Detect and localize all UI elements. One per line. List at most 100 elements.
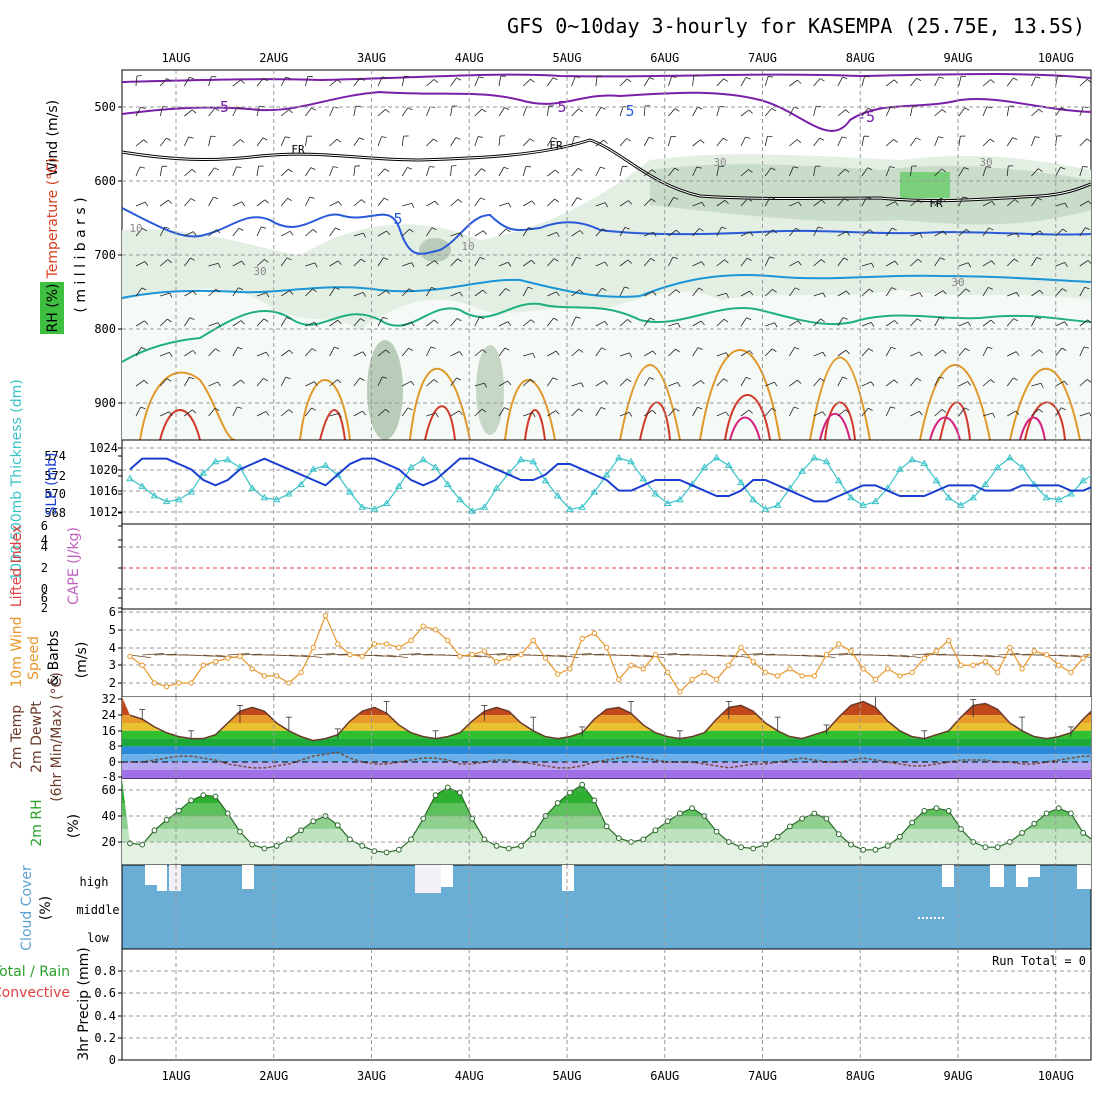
wind-barb [861,229,870,237]
rh2m-point [188,797,195,804]
wind-barb [498,261,509,267]
wind-barb-flag [314,322,318,327]
wind10-point [811,673,818,679]
wind-barb [619,166,623,177]
wind-barb [740,109,750,117]
wind-barb-flag [362,351,367,357]
wind-barb [910,77,918,87]
wind-barb [256,292,267,297]
wind-barb [764,167,772,177]
wind-barb-flag [410,381,415,386]
wind-barb [861,348,869,357]
wind-barb [571,349,580,357]
wind-barb [668,256,674,267]
slp-label: SLP (mb) [44,452,60,515]
wind-barb-flag [532,412,536,418]
y-tick-label: 1012 [89,505,118,519]
wind-barb-flag [285,76,291,79]
thickness-point [590,488,599,495]
wind-barb [256,318,265,327]
wind10-barb [545,654,567,658]
thickness-point [419,455,428,463]
wind-barb-flag [386,230,391,236]
thickness-point [553,491,562,499]
wind-barb [232,320,242,327]
wind10-point [726,662,732,668]
wind-barb [402,321,412,327]
wind-barb-flag [1013,377,1018,381]
wind-barb [789,166,794,177]
wind-barb [643,169,653,177]
wind-barb-flag [236,166,242,169]
wind-barb-flag [363,232,366,238]
thickness-point [676,495,684,503]
wind-barb-flag [819,78,825,82]
wind10-barb [985,654,1007,658]
y-tick-label: 0.6 [94,986,116,1000]
rh2m-point [493,843,500,849]
temp-band [122,738,1091,747]
wind-barb [450,166,452,177]
wind-barb [958,321,969,327]
wind10-point [787,666,793,672]
wind-barb-flag [240,379,245,384]
wind10-barb [1046,654,1069,657]
wind10-point [1007,644,1013,651]
wind-barb-flag [1064,202,1068,208]
rh2m-point [652,827,659,834]
wind-barb-flag [479,316,485,319]
wind-barb [885,227,893,237]
wind-barb [159,137,167,147]
wind-barb-flag [382,376,388,379]
wind10-point [836,641,842,647]
thickness-point [627,457,635,465]
wind-barb [1007,410,1017,417]
wind-barb [958,167,965,177]
wind-barb-flag [240,139,245,143]
wind-barb [958,196,964,207]
wind-barb [982,346,988,357]
temp-band [122,746,1091,755]
wind-barb-flag [822,292,826,298]
wind-barb-flag [477,136,484,138]
thickness-point [1092,470,1098,475]
y-tick-label: 2 [41,561,48,575]
rh2m-point [750,845,757,852]
rh2m-point [896,833,903,840]
wind10-barb [1083,654,1091,656]
wind-barb [256,226,262,237]
wind-barb [910,318,918,327]
wind-barb-flag [237,406,243,409]
rh2m-point [285,836,292,843]
wind-barb [547,137,553,147]
wind-barb [1055,321,1065,327]
wind-barb-flag [721,226,727,230]
wind-barb [498,167,505,177]
wind-barb [377,136,382,147]
wind10-point [897,673,903,679]
wind-barb-flag [675,289,681,294]
wind-barb [837,376,843,387]
wind-barb-flag [504,347,510,351]
rh2m-point [615,835,622,841]
rh2m-point [175,807,182,814]
wind10-point [481,648,488,654]
wind-barb [232,227,240,237]
rh-shade-low-2 [476,345,504,435]
wind-barb [232,201,243,207]
wind-barb-flag [240,79,245,84]
y-tick-label: 0 [109,755,116,769]
wind-barb [910,232,921,237]
wind-barb [643,317,651,327]
wind-barb [716,352,727,357]
wind-barb [498,347,506,357]
y-tick-label: 2 [41,601,48,615]
wind-barb [692,320,702,327]
wind-barb [619,259,629,267]
wind-barb-flag [1039,230,1044,235]
y-tick-label: -8 [102,770,116,784]
rh2m-point [420,815,427,822]
wind-barb [256,351,267,357]
wind-barb-flag [1086,138,1091,142]
wind-barb [764,289,773,297]
